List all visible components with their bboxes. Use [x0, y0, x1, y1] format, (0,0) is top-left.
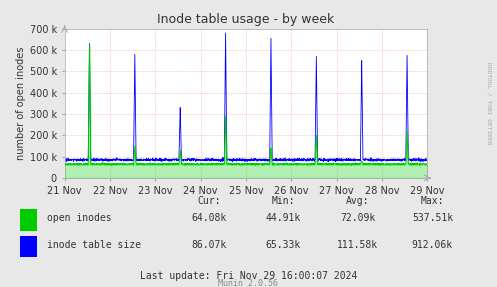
Text: 111.58k: 111.58k — [337, 240, 378, 250]
Text: inode table size: inode table size — [47, 240, 141, 250]
Text: open inodes: open inodes — [47, 213, 112, 223]
Text: 44.91k: 44.91k — [266, 213, 301, 223]
Text: 86.07k: 86.07k — [191, 240, 226, 250]
Text: Min:: Min: — [271, 196, 295, 206]
Text: Avg:: Avg: — [346, 196, 370, 206]
Text: Max:: Max: — [420, 196, 444, 206]
Text: Cur:: Cur: — [197, 196, 221, 206]
Title: Inode table usage - by week: Inode table usage - by week — [158, 13, 334, 26]
Text: 64.08k: 64.08k — [191, 213, 226, 223]
Text: 65.33k: 65.33k — [266, 240, 301, 250]
Bar — [20, 210, 37, 231]
Y-axis label: number of open inodes: number of open inodes — [15, 46, 25, 160]
Text: RRDTOOL / TOBI OETIKER: RRDTOOL / TOBI OETIKER — [486, 62, 491, 145]
Text: 537.51k: 537.51k — [412, 213, 453, 223]
Text: Last update: Fri Nov 29 16:00:07 2024: Last update: Fri Nov 29 16:00:07 2024 — [140, 271, 357, 280]
Text: 912.06k: 912.06k — [412, 240, 453, 250]
Text: 72.09k: 72.09k — [340, 213, 375, 223]
Text: Munin 2.0.56: Munin 2.0.56 — [219, 279, 278, 287]
Bar — [20, 236, 37, 257]
